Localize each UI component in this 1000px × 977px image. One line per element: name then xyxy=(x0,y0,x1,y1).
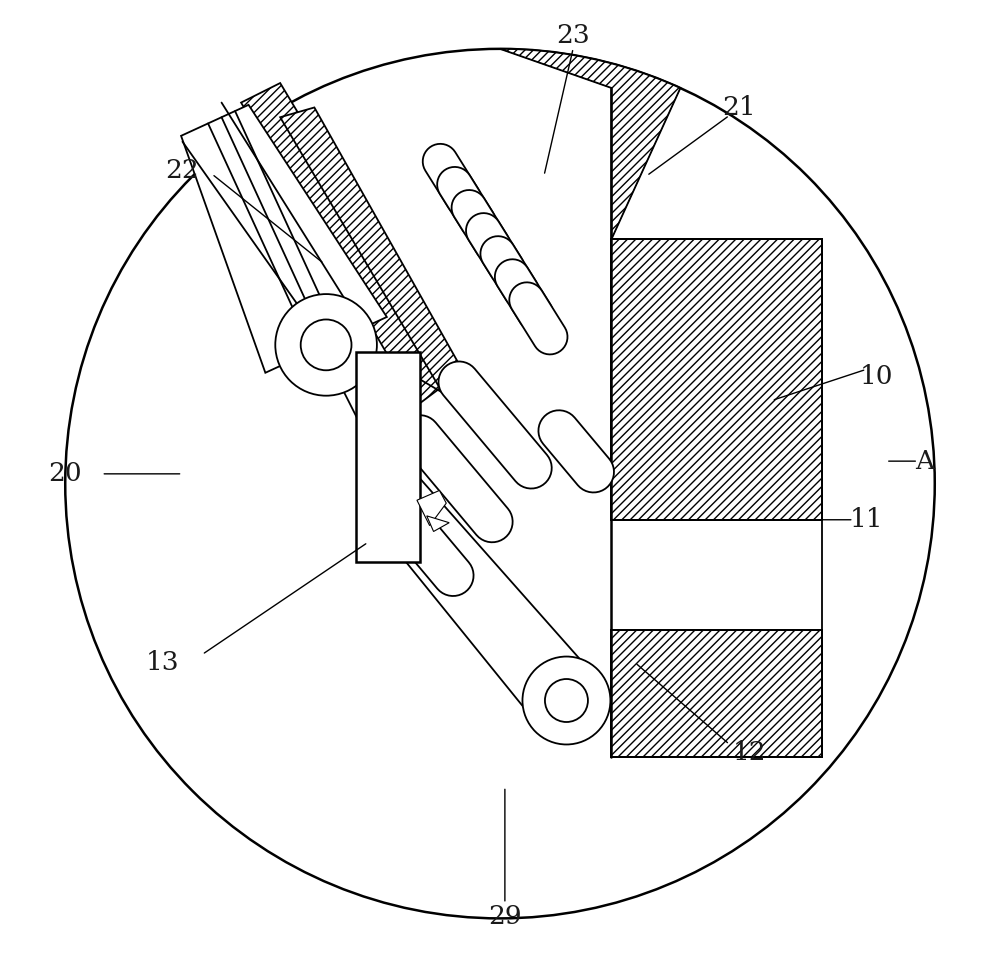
Polygon shape xyxy=(509,282,567,355)
Circle shape xyxy=(522,657,610,744)
Polygon shape xyxy=(495,259,553,331)
Text: 10: 10 xyxy=(859,363,893,389)
Bar xyxy=(356,352,420,562)
Circle shape xyxy=(275,294,377,396)
Bar xyxy=(611,630,822,757)
Polygon shape xyxy=(452,190,510,262)
Polygon shape xyxy=(417,490,446,526)
Polygon shape xyxy=(399,415,513,542)
Circle shape xyxy=(301,319,351,370)
Text: 20: 20 xyxy=(48,461,82,487)
Polygon shape xyxy=(280,107,466,391)
Polygon shape xyxy=(437,167,495,239)
Text: 13: 13 xyxy=(146,650,180,675)
Text: A: A xyxy=(915,448,935,474)
Text: 11: 11 xyxy=(850,507,883,532)
Text: 29: 29 xyxy=(488,904,522,929)
Text: 23: 23 xyxy=(556,22,590,48)
Polygon shape xyxy=(360,469,474,596)
Circle shape xyxy=(65,49,935,918)
Polygon shape xyxy=(427,516,449,531)
Text: 21: 21 xyxy=(723,95,756,120)
Bar xyxy=(611,239,822,520)
Polygon shape xyxy=(439,361,552,488)
Bar xyxy=(611,630,822,757)
Text: 12: 12 xyxy=(732,740,766,765)
Polygon shape xyxy=(480,236,539,309)
Polygon shape xyxy=(466,213,524,285)
Text: 22: 22 xyxy=(166,158,199,184)
Polygon shape xyxy=(538,410,614,492)
Bar xyxy=(611,239,822,520)
Circle shape xyxy=(545,679,588,722)
Polygon shape xyxy=(423,144,481,216)
Polygon shape xyxy=(359,463,595,725)
Polygon shape xyxy=(241,83,456,405)
Polygon shape xyxy=(181,105,387,373)
Polygon shape xyxy=(500,49,680,239)
